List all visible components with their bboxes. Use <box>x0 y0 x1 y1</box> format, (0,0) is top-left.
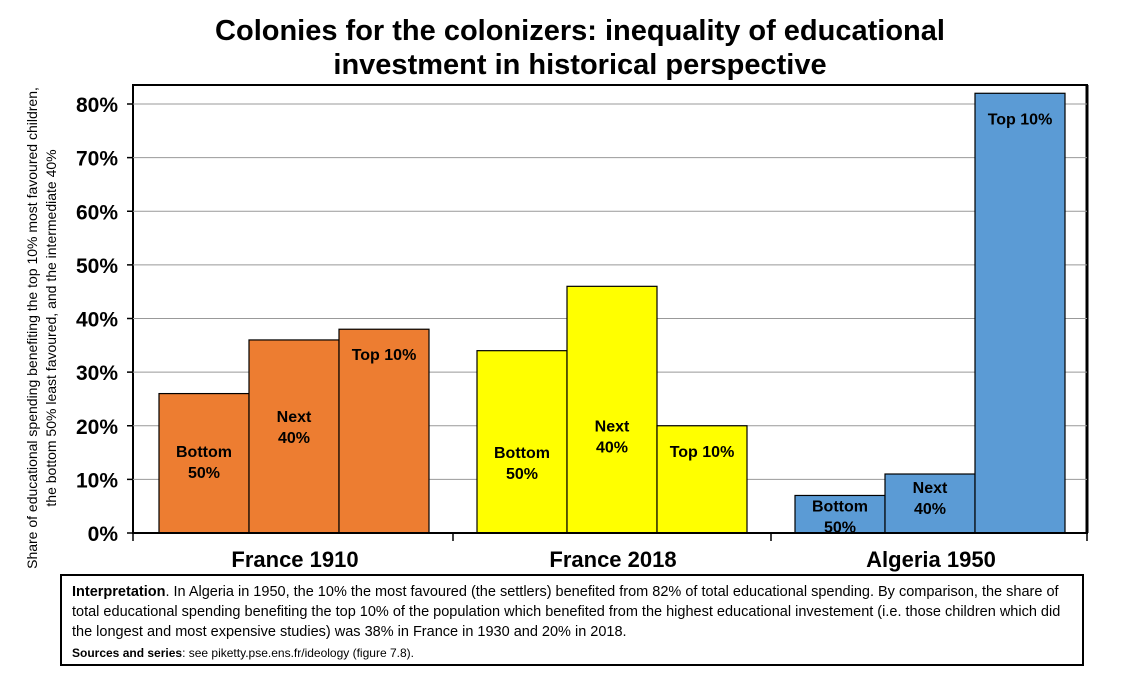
y-tick-label: 30% <box>76 362 118 385</box>
category-label: France 2018 <box>549 547 676 572</box>
y-tick-label: 50% <box>76 255 118 278</box>
sources-text: : see piketty.pse.ens.fr/ideology (figur… <box>182 646 414 660</box>
category-label: France 1910 <box>231 547 358 572</box>
bar <box>248 339 340 534</box>
interpretation-label: Interpretation <box>72 584 166 600</box>
sources-label: Sources and series <box>72 646 183 660</box>
y-axis-title-line-1: Share of educational spending benefiting… <box>24 87 40 569</box>
bar-label: Next <box>595 418 630 435</box>
bar <box>566 285 658 534</box>
bar-label: 40% <box>596 439 628 456</box>
sources-line: Sources and series: see piketty.pse.ens.… <box>72 644 1072 662</box>
bar-label: Next <box>913 480 948 497</box>
bar <box>656 425 748 534</box>
bar-label: 40% <box>914 501 946 518</box>
bar <box>338 328 430 534</box>
bar <box>476 350 568 534</box>
bar-label: Next <box>277 409 312 426</box>
bar-label: Top 10% <box>670 444 735 461</box>
bar-label: Bottom <box>494 445 550 462</box>
y-tick-label: 20% <box>76 416 118 439</box>
bar-label: 50% <box>188 465 220 482</box>
y-tick-label: 70% <box>76 148 118 171</box>
bar-label: 40% <box>278 430 310 447</box>
bar <box>158 392 250 534</box>
y-axis-title: Share of educational spending benefiting… <box>24 87 59 569</box>
interpretation-note: Interpretation. In Algeria in 1950, the … <box>60 574 1084 666</box>
bar-chart: Share of educational spending benefiting… <box>24 84 1089 572</box>
chart-title: Colonies for the colonizers: inequality … <box>215 15 945 81</box>
bar-label: Bottom <box>176 444 232 461</box>
y-axis-title-line-2: the bottom 50% least favoured, and the i… <box>43 149 59 506</box>
y-tick-label: 60% <box>76 201 118 224</box>
bar <box>884 473 976 534</box>
bar-label: Top 10% <box>352 347 417 364</box>
bar-label: 50% <box>506 466 538 483</box>
interpretation-text: . In Algeria in 1950, the 10% the most f… <box>72 584 1061 640</box>
y-tick-label: 40% <box>76 309 118 332</box>
y-tick-label: 10% <box>76 469 118 492</box>
category-label: Algeria 1950 <box>866 547 996 572</box>
y-tick-label: 80% <box>76 94 118 117</box>
bar-label: Bottom <box>812 498 868 515</box>
bar-label: Top 10% <box>988 111 1053 128</box>
bar <box>974 92 1066 534</box>
y-tick-label: 0% <box>88 523 119 546</box>
